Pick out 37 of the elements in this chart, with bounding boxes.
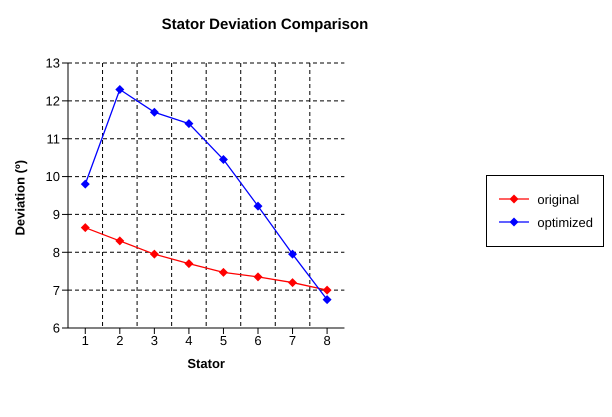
x-tick-label: 7 xyxy=(288,333,296,348)
point xyxy=(115,236,124,246)
point xyxy=(218,268,228,277)
x-tick-label: 4 xyxy=(185,333,193,348)
legend-label: optimized xyxy=(537,214,593,230)
y-tick-label: 9 xyxy=(52,207,60,222)
x-tick-label: 6 xyxy=(254,333,262,348)
point xyxy=(80,180,90,189)
legend-label: original xyxy=(537,192,580,206)
y-axis-title: Deviation (º) xyxy=(12,160,28,236)
point xyxy=(288,278,298,288)
y-tick-label: 12 xyxy=(46,93,60,108)
x-tick-label: 5 xyxy=(220,333,228,348)
x-tick-label: 1 xyxy=(82,333,89,348)
point xyxy=(115,85,124,94)
point xyxy=(184,259,194,268)
y-tick-label: 8 xyxy=(52,244,60,260)
x-tick-label: 8 xyxy=(323,333,331,348)
x-tick-label: 2 xyxy=(116,333,124,348)
y-tick-label: 6 xyxy=(52,320,60,336)
y-tick-label: 7 xyxy=(52,282,60,298)
x-tick-label: 3 xyxy=(150,333,158,348)
point xyxy=(322,295,332,304)
point xyxy=(80,223,90,232)
point xyxy=(253,202,262,211)
point xyxy=(218,155,228,164)
point xyxy=(150,250,159,259)
point xyxy=(288,250,298,259)
point xyxy=(184,119,194,128)
y-tick-label: 13 xyxy=(46,56,60,71)
chart-title: Stator Deviation Comparison xyxy=(160,16,370,33)
y-tick-label: 11 xyxy=(46,131,60,146)
x-axis-title: Stator xyxy=(187,356,225,371)
y-tick-label: 10 xyxy=(46,169,60,184)
point xyxy=(150,108,159,117)
point xyxy=(322,286,332,295)
point xyxy=(253,272,262,282)
